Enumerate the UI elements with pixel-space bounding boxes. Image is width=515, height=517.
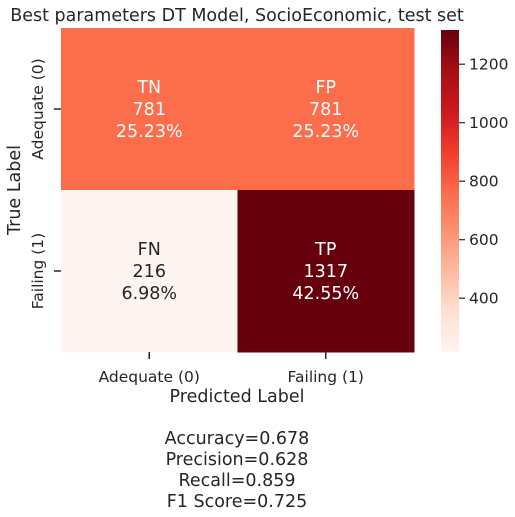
colorbar-ticks: 400 600 800 1000 1200 <box>459 56 508 308</box>
cell-fp-label: FP <box>315 78 336 98</box>
cell-tp <box>237 190 415 353</box>
colorbar-tick-label-600: 600 <box>469 231 499 249</box>
heatmap-cells: TN78125.23%FP78125.23%FN2166.98%TP131742… <box>61 28 415 353</box>
y-axis-ticks: Adequate (0) Failing (1) <box>29 58 61 309</box>
colorbar-tick-label-800: 800 <box>469 173 499 191</box>
cell-tn <box>61 28 238 191</box>
colorbar-tick-label-1200: 1200 <box>469 56 508 74</box>
cell-fp <box>237 28 415 191</box>
chart-title: Best parameters DT Model, SocioEconomic,… <box>10 6 464 26</box>
x-tick-label-adequate-0: Adequate (0) <box>99 368 200 386</box>
cell-tp-label: TP <box>314 240 336 260</box>
cell-tn-label: TN <box>136 78 161 98</box>
cell-tp-percent: 42.55% <box>292 284 359 304</box>
x-axis-label: Predicted Label <box>170 387 305 407</box>
colorbar-tick-label-1000: 1000 <box>469 114 508 132</box>
y-axis-label: True Label <box>5 145 25 236</box>
cell-fn-percent: 6.98% <box>121 284 177 304</box>
metric-precision: Precision=0.628 <box>166 450 309 470</box>
cell-fp-percent: 25.23% <box>292 122 359 142</box>
cell-fn-value: 216 <box>133 262 166 282</box>
cell-fp-value: 781 <box>309 100 342 120</box>
cell-fn-label: FN <box>138 240 161 260</box>
cell-tn-percent: 25.23% <box>116 122 183 142</box>
metrics-block: Accuracy=0.678Precision=0.628Recall=0.85… <box>165 429 310 512</box>
colorbar-tick-label-400: 400 <box>469 290 499 308</box>
cell-tn-value: 781 <box>133 100 166 120</box>
y-tick-label-failing-1: Failing (1) <box>29 233 47 309</box>
colorbar <box>441 30 459 352</box>
metric-accuracy: Accuracy=0.678 <box>165 429 310 449</box>
cell-fn <box>61 190 238 353</box>
metric-f1-score: F1 Score=0.725 <box>167 492 308 512</box>
x-axis-ticks: Adequate (0) Failing (1) <box>99 352 364 386</box>
metric-recall: Recall=0.859 <box>179 471 296 491</box>
y-tick-label-adequate-0: Adequate (0) <box>29 58 47 159</box>
cell-tp-value: 1317 <box>303 262 348 282</box>
x-tick-label-failing-1: Failing (1) <box>288 368 364 386</box>
